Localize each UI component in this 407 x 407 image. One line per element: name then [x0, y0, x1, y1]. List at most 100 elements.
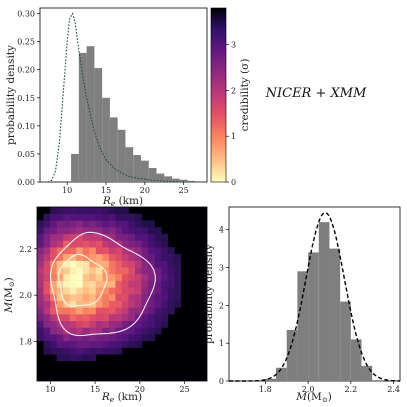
heatmap-cell [161, 253, 169, 261]
heatmap-cell [63, 260, 70, 268]
heatmap-cell [148, 253, 155, 261]
heatmap-cell [43, 247, 51, 255]
heatmap-cell [56, 300, 64, 308]
heatmap-cell [89, 247, 97, 255]
heatmap-cell [154, 327, 162, 335]
heatmap-cell [56, 327, 64, 335]
heatmap-cell [154, 300, 162, 308]
heatmap-cell [128, 220, 136, 228]
heatmap-cell [167, 294, 175, 301]
heatmap-cell [63, 314, 70, 322]
heatmap-cell [69, 253, 77, 261]
heatmap-cell [154, 267, 162, 275]
heatmap-cell [115, 300, 123, 308]
heatmap-cell [141, 220, 149, 228]
heatmap-cell [102, 340, 110, 348]
heatmap-cell [128, 327, 136, 335]
heatmap-cell [167, 267, 175, 275]
mass-histogram-xticks: 1.8 2.0 2.2 2.4 [259, 381, 400, 394]
radius-prior-curve [47, 12, 200, 183]
heatmap-cell [95, 320, 103, 328]
heatmap-cell [135, 287, 142, 295]
heatmap-cell [82, 327, 90, 335]
heatmap-cell [95, 334, 103, 342]
heatmap-cell [63, 213, 70, 221]
heatmap-cell [174, 300, 182, 308]
heatmap-cell [76, 300, 84, 308]
heatmap-cell [174, 287, 182, 295]
heatmap-cell [69, 240, 77, 248]
heatmap-cell [50, 347, 57, 355]
heatmap-cell [128, 247, 136, 255]
heatmap-cell [50, 287, 57, 295]
heatmap-cell [122, 253, 129, 261]
heatmap-cell [43, 213, 51, 221]
heatmap-cell [102, 307, 110, 315]
heatmap-cell [76, 340, 84, 348]
heatmap-cell [56, 220, 64, 228]
heatmap-cell [76, 260, 84, 268]
heatmap-cell [63, 320, 70, 328]
heatmap-cell [76, 294, 84, 301]
heatmap-cell [89, 340, 97, 348]
radius-y-tick-label: 0.25 [17, 38, 35, 47]
heatmap-cell [43, 314, 51, 322]
mass-y-tick-label: 0 [219, 377, 224, 386]
heatmap-cell [141, 307, 149, 315]
heatmap-cell [82, 280, 90, 288]
heatmap-cell [154, 247, 162, 255]
heatmap-cell [82, 260, 90, 268]
heatmap-cell [37, 233, 44, 241]
heatmap-cell [161, 307, 169, 315]
heatmap-cell [95, 267, 103, 275]
heatmap-cell [161, 280, 169, 288]
heatmap-cell [148, 280, 155, 288]
mass-histogram-bar [318, 222, 330, 381]
heatmap-cell [76, 320, 84, 328]
heatmap-cell [167, 247, 175, 255]
heatmap-cell [82, 227, 90, 235]
heatmap-cell [102, 287, 110, 295]
heatmap-cell [161, 240, 169, 248]
radius-y-tick-label: 0.10 [17, 122, 35, 131]
heatmap-cell [108, 227, 116, 235]
heatmap-cell [108, 300, 116, 308]
heatmap-cell [56, 227, 64, 235]
heatmap-cell [115, 314, 123, 322]
radius-histogram-xticks: 10 15 20 25 [62, 182, 189, 195]
heatmap-cell [167, 287, 175, 295]
heatmap-cell [115, 280, 123, 288]
heatmap-cell [37, 327, 44, 335]
heatmap-cell [43, 233, 51, 241]
heatmap-cell [89, 334, 97, 342]
heatmap-cell [50, 280, 57, 288]
heatmap-cell [82, 287, 90, 295]
mass-histogram-bar [350, 339, 362, 381]
heatmap-cell [141, 314, 149, 322]
heatmap-cell [122, 287, 129, 295]
heatmap-cell [63, 247, 70, 255]
heatmap-cell [102, 213, 110, 221]
heatmap-cell [108, 347, 116, 355]
heatmap-cell [108, 314, 116, 322]
heatmap-cell [161, 320, 169, 328]
heatmap-cell [37, 314, 44, 322]
heatmap-cell [89, 213, 97, 221]
heatmap-cell [122, 294, 129, 301]
heatmap-cell [43, 320, 51, 328]
contour-1sigma [57, 253, 108, 307]
heatmap-cell [141, 247, 149, 255]
heatmap-cell [76, 280, 84, 288]
heatmap-cell [56, 213, 64, 221]
radius-histogram-bar [125, 147, 134, 182]
heatmap-cell [102, 300, 110, 308]
heatmap-cell [69, 280, 77, 288]
heatmap-cell [76, 354, 84, 362]
radius-y-tick-label: 0.05 [17, 150, 35, 159]
heatmap-cell [167, 300, 175, 308]
heatmap-cell [43, 327, 51, 335]
heatmap-cell [102, 347, 110, 355]
heatmap-cell [69, 307, 77, 315]
heatmap-cell [69, 207, 77, 214]
heatmap-cell [122, 300, 129, 308]
